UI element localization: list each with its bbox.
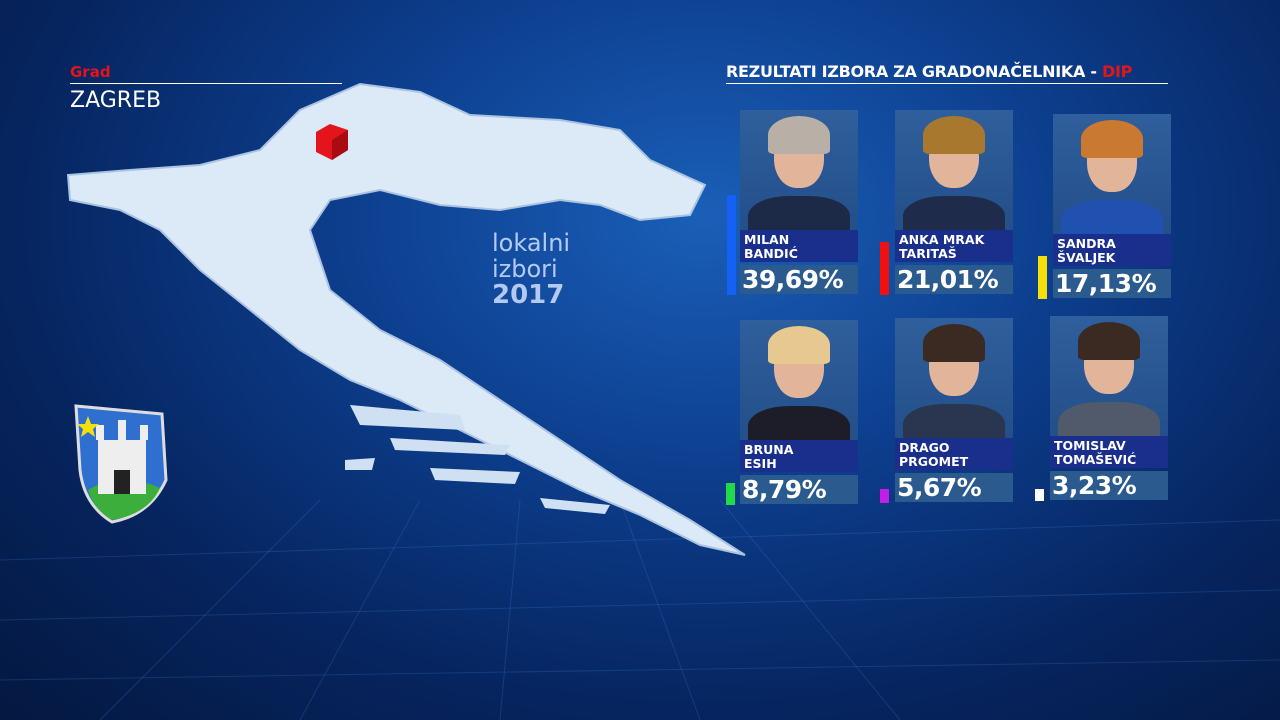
candidate-percent: 39,69%: [740, 265, 858, 294]
croatia-map: [66, 82, 746, 556]
candidate-photo: [1050, 316, 1168, 436]
first-name: TOMISLAV: [1054, 438, 1126, 453]
candidate-card: MILAN BANDIĆ 39,69%: [740, 110, 858, 294]
divider: [726, 83, 1168, 84]
candidate-percent: 17,13%: [1053, 269, 1171, 298]
title-source: DIP: [1102, 62, 1133, 81]
city-name: ZAGREB: [70, 88, 162, 113]
candidate-color-bar: [1038, 255, 1047, 299]
candidate-photo: [740, 110, 858, 230]
candidate-color-bar: [880, 242, 889, 295]
candidate-card: ANKA MRAK TARITAŠ 21,01%: [895, 110, 1013, 294]
candidate-color-bar: [880, 488, 889, 503]
logo-year: 2017: [492, 280, 565, 310]
grad-label: Grad: [70, 63, 111, 81]
candidate-name: BRUNA ESIH: [740, 440, 858, 472]
divider: [70, 83, 342, 84]
logo-line2: izbori: [492, 255, 558, 283]
first-name: ANKA MRAK: [899, 232, 985, 247]
candidate-photo: [895, 110, 1013, 230]
coat-of-arms-icon: [74, 404, 168, 524]
zagreb-marker: [316, 124, 348, 160]
candidate-name: DRAGO PRGOMET: [895, 438, 1013, 470]
candidate-color-bar: [727, 195, 736, 295]
last-name: TOMAŠEVIĆ: [1054, 452, 1137, 467]
last-name: ŠVALJEK: [1057, 250, 1116, 265]
candidate-card: SANDRA ŠVALJEK 17,13%: [1053, 114, 1171, 298]
first-name: SANDRA: [1057, 236, 1116, 251]
candidate-card: DRAGO PRGOMET 5,67%: [895, 318, 1013, 502]
candidate-name: ANKA MRAK TARITAŠ: [895, 230, 1013, 262]
candidate-name: MILAN BANDIĆ: [740, 230, 858, 262]
last-name: TARITAŠ: [899, 246, 957, 261]
first-name: DRAGO: [899, 440, 950, 455]
candidate-photo: [1053, 114, 1171, 234]
first-name: BRUNA: [744, 442, 794, 457]
results-title: REZULTATI IZBORA ZA GRADONAČELNIKA - DIP: [726, 62, 1132, 81]
candidate-percent: 21,01%: [895, 265, 1013, 294]
candidate-card: BRUNA ESIH 8,79%: [740, 320, 858, 504]
title-text: REZULTATI IZBORA ZA GRADONAČELNIKA -: [726, 62, 1102, 81]
candidate-photo: [740, 320, 858, 440]
candidate-percent: 3,23%: [1050, 471, 1168, 500]
candidate-name: SANDRA ŠVALJEK: [1053, 234, 1171, 266]
candidate-percent: 8,79%: [740, 475, 858, 504]
candidate-color-bar: [726, 482, 735, 505]
candidate-photo: [895, 318, 1013, 438]
last-name: PRGOMET: [899, 454, 969, 469]
first-name: MILAN: [744, 232, 790, 247]
lokalni-izbori-logo: lokalni izbori 2017: [492, 230, 570, 308]
last-name: ESIH: [744, 456, 777, 471]
candidate-percent: 5,67%: [895, 473, 1013, 502]
candidate-color-bar: [1035, 489, 1044, 501]
candidate-card: TOMISLAV TOMAŠEVIĆ 3,23%: [1050, 316, 1168, 500]
last-name: BANDIĆ: [744, 246, 798, 261]
logo-line1: lokalni: [492, 229, 571, 257]
candidate-name: TOMISLAV TOMAŠEVIĆ: [1050, 436, 1168, 468]
